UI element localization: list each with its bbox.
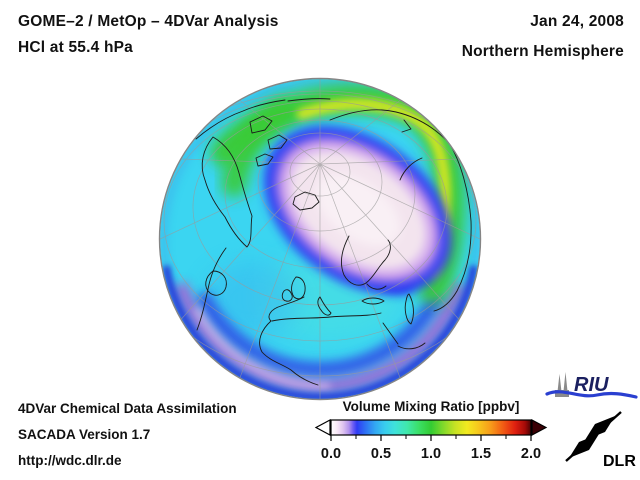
colorbar-title: Volume Mixing Ratio [ppbv] xyxy=(343,399,520,414)
colorbar: Volume Mixing Ratio [ppbv] 0.0 0.5 1.0 1… xyxy=(314,399,548,462)
dlr-text: DLR xyxy=(603,453,636,470)
colorbar-gradient-bar xyxy=(330,419,532,436)
footer-line-url: http://wdc.dlr.de xyxy=(18,453,122,468)
colorbar-tick-label: 0.5 xyxy=(371,446,391,462)
colorbar-left-arrow-icon xyxy=(314,418,331,437)
riu-logo: RIU xyxy=(545,372,638,399)
footer-line-version: SACADA Version 1.7 xyxy=(18,427,151,442)
river-wave-icon xyxy=(545,390,638,399)
date-label: Jan 24, 2008 xyxy=(530,13,624,30)
colorbar-tick-label: 2.0 xyxy=(521,446,541,462)
dlr-glyph-icon xyxy=(565,411,622,462)
colorbar-tick-label: 1.5 xyxy=(471,446,491,462)
graticule xyxy=(160,79,480,399)
riu-text: RIU xyxy=(574,374,609,396)
page-subtitle: HCl at 55.4 hPa xyxy=(18,39,133,56)
page-title: GOME–2 / MetOp – 4DVar Analysis xyxy=(18,13,279,30)
hemisphere-label: Northern Hemisphere xyxy=(461,43,624,60)
globe-outline xyxy=(158,77,482,401)
colorbar-ticks xyxy=(330,435,532,441)
coastlines xyxy=(195,98,472,386)
colorbar-tick-label: 0.0 xyxy=(321,446,341,462)
colorbar-tick-label: 1.0 xyxy=(421,446,441,462)
footer-line-assimilation: 4DVar Chemical Data Assimilation xyxy=(18,401,237,416)
dlr-logo: DLR xyxy=(565,411,636,470)
colorbar-right-arrow-icon xyxy=(531,418,548,437)
